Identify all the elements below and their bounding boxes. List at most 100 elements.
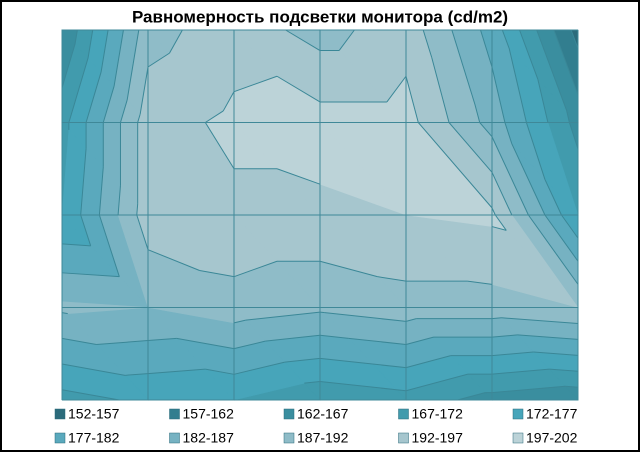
contour-line: [338, 29, 355, 51]
legend-label: 197-202: [526, 430, 578, 446]
contour-line: [136, 203, 139, 216]
contour-line: [245, 311, 321, 321]
contour-line: [319, 357, 373, 365]
contour-line: [199, 270, 235, 278]
contour-line: [537, 79, 549, 123]
legend-label: 152-157: [68, 406, 120, 422]
legend-swatch: [54, 432, 66, 444]
contour-line: [417, 122, 493, 209]
chart-title: Равномерность подсветки монитора (cd/m2): [132, 7, 508, 26]
contour-line: [87, 29, 94, 59]
contour-line: [80, 148, 87, 216]
legend-label: 192-197: [412, 430, 464, 446]
contour-line: [222, 91, 235, 112]
contour-line: [233, 75, 278, 93]
contour-line: [120, 99, 128, 123]
contour-line: [566, 110, 570, 123]
contour-line: [491, 317, 502, 320]
contour-line: [491, 172, 513, 216]
contour-line: [61, 337, 97, 345]
contour-line: [205, 368, 235, 375]
contour-line: [348, 337, 407, 345]
contour-line: [491, 351, 534, 357]
legend-label: 177-182: [68, 430, 120, 446]
contour-line: [80, 214, 92, 246]
contour-line: [457, 392, 486, 401]
contour-line: [265, 334, 321, 342]
contour-line: [117, 185, 121, 216]
legend-swatch: [54, 408, 66, 420]
contour-line: [61, 272, 120, 278]
contour-line: [491, 334, 518, 338]
contour-line: [284, 357, 321, 363]
contour-line: [504, 122, 513, 145]
contour-band: [137, 122, 149, 216]
contour-line: [126, 29, 140, 101]
plot-area: [61, 29, 579, 401]
contour-line: [519, 29, 539, 80]
contour-line: [276, 75, 321, 103]
contour-line: [147, 368, 206, 375]
contour-line: [527, 214, 579, 285]
contour-line: [491, 226, 507, 231]
contour-line: [533, 351, 579, 356]
contour-line: [324, 312, 407, 322]
contour-line: [147, 337, 177, 342]
contour-line: [319, 381, 397, 391]
contour-line: [491, 66, 506, 123]
legend-swatch: [283, 432, 295, 444]
contour-line: [125, 373, 149, 376]
contour-line: [204, 122, 235, 170]
contour-line: [61, 312, 68, 315]
contour-line: [386, 75, 407, 103]
contour-line: [61, 43, 76, 88]
contour-line: [74, 29, 78, 45]
legend-label: 182-187: [183, 430, 235, 446]
contour-line: [276, 168, 321, 185]
contour-line: [405, 318, 417, 322]
contour-line: [139, 66, 149, 115]
contour-line: [113, 29, 124, 87]
contour-line: [319, 260, 378, 278]
contour-line: [100, 29, 109, 73]
contour-line: [137, 113, 141, 123]
contour-line: [517, 334, 579, 340]
contour-line: [508, 48, 527, 123]
legend-swatch: [283, 408, 295, 420]
legend-label: 157-162: [183, 406, 235, 422]
contour-line: [544, 214, 579, 262]
contour-line: [480, 29, 493, 68]
contour-line: [501, 317, 579, 324]
contour-line: [405, 336, 434, 345]
contour-line: [169, 29, 183, 54]
contour-line: [136, 214, 149, 250]
legend-swatch: [398, 408, 409, 420]
legend-swatch: [169, 432, 180, 444]
contour-line: [553, 29, 579, 95]
contour-line: [233, 319, 246, 324]
contour-line: [491, 207, 496, 216]
contour-line: [61, 363, 126, 376]
contour-line: [285, 29, 321, 51]
contour-line: [422, 29, 433, 58]
contour-line: [61, 243, 91, 247]
contour-line: [304, 381, 321, 384]
contour-line: [233, 340, 266, 350]
legend-label: 187-192: [297, 430, 349, 446]
contour-line: [68, 57, 89, 123]
legend-label: 162-167: [297, 406, 349, 422]
contour-line: [525, 122, 546, 180]
contour-line: [405, 76, 419, 123]
legend-swatch: [512, 432, 524, 444]
contour-line: [96, 340, 149, 345]
contour-line: [147, 249, 200, 271]
contour-line: [536, 29, 568, 111]
legend-label: 167-172: [412, 406, 464, 422]
contour-line: [319, 334, 349, 339]
contour-line: [431, 57, 450, 123]
contour-line: [372, 363, 407, 369]
contour-line: [102, 85, 115, 123]
contour-line: [396, 389, 407, 392]
contour-line: [568, 122, 579, 150]
